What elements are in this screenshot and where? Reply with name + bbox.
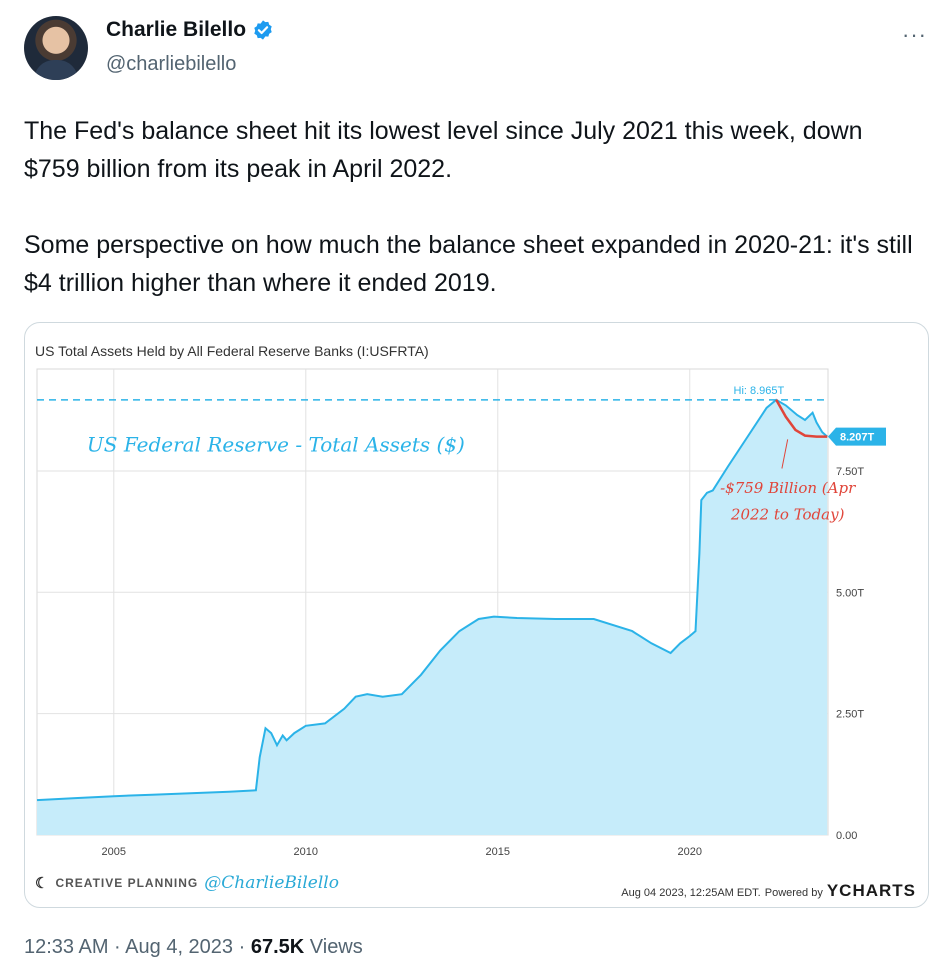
more-options-icon[interactable]: ··· [902, 22, 927, 47]
chart-image-card[interactable]: US Total Assets Held by All Federal Rese… [24, 322, 929, 908]
drawdown-note-line1: -$759 Billion (Apr [720, 479, 856, 497]
series-line [36, 398, 828, 802]
creative-planning-brand: ☾ CREATIVE PLANNING @CharlieBilello [35, 873, 339, 893]
series-area [37, 399, 828, 835]
chart-timestamp: Aug 04 2023, 12:25AM EDT. [621, 887, 761, 899]
drawdown-note-line2: 2022 to Today) [730, 505, 845, 523]
author-name[interactable]: Charlie Bilello [106, 18, 247, 41]
annotation-title: US Federal Reserve - Total Assets ($) [87, 433, 465, 457]
author-handle[interactable]: @charliebilello [106, 53, 237, 75]
chart-author-handle: @CharlieBilello [204, 873, 339, 893]
creative-planning-text: CREATIVE PLANNING [55, 876, 199, 890]
x-tick-label: 2005 [102, 846, 126, 858]
verified-badge-icon [254, 20, 272, 40]
tweet-meta: 12:33 AM · Aug 4, 2023 · 67.5K Views [24, 936, 363, 959]
drawdown-curve [775, 399, 828, 438]
creative-planning-logo-icon: ☾ [35, 875, 50, 892]
y-tick-label: 5.00T [836, 587, 864, 599]
tweet-timestamp[interactable]: 12:33 AM · Aug 4, 2023 · [24, 936, 251, 958]
x-tick-label: 2010 [294, 846, 318, 858]
y-tick-label: 0.00 [836, 830, 857, 842]
last-value-tag [828, 427, 886, 446]
ycharts-footer: Aug 04 2023, 12:25AM EDT. Powered by YCH… [621, 881, 916, 901]
y-tick-label: 2.50T [836, 709, 864, 721]
chart-title: US Total Assets Held by All Federal Rese… [35, 343, 429, 359]
y-tick-label: 7.50T [836, 466, 864, 478]
high-label: Hi: 8.965T [734, 385, 785, 397]
powered-by-label: Powered by [764, 887, 823, 899]
views-count: 67.5K [250, 936, 305, 958]
drawdown-pointer [781, 439, 789, 469]
author-avatar[interactable] [24, 16, 88, 80]
chart-svg: 0.00 2.50T 5.00T 7.50T 2005 2010 2015 2020 Hi: 8… [36, 368, 886, 858]
ycharts-logo: YCHARTS [826, 881, 916, 900]
x-tick-label: 2020 [678, 846, 702, 858]
tweet-text: The Fed's balance sheet hit its lowest l… [24, 117, 913, 297]
author-name-row[interactable]: Charlie Bilello [106, 18, 274, 42]
last-value-label: 8.207T [840, 432, 875, 444]
x-tick-label: 2015 [486, 846, 510, 858]
views-label: Views [309, 936, 363, 958]
